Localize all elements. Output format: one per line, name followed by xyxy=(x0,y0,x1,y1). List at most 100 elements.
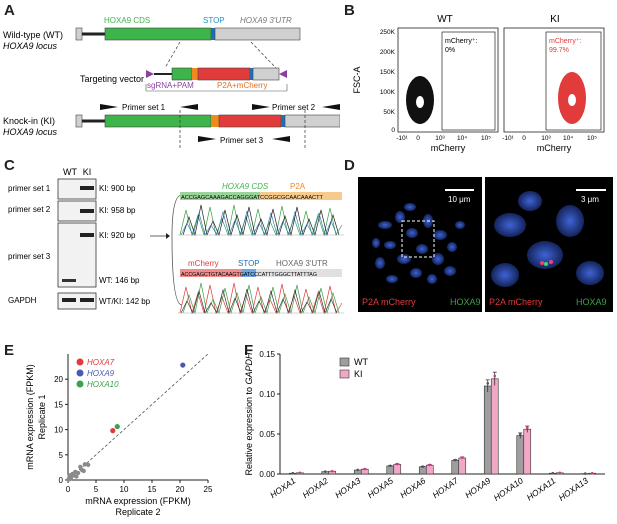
lane-wt: WT xyxy=(63,167,77,177)
gel-primer1 xyxy=(57,178,97,200)
replicate-dot xyxy=(518,433,522,436)
legend-label: HOXA10 xyxy=(87,380,119,389)
replicate-dot xyxy=(558,471,562,475)
legend-label: HOXA9 xyxy=(87,369,115,378)
bar-ki xyxy=(393,464,402,475)
primer3-label: Primer set 3 xyxy=(220,136,264,145)
seq2-stop-label: STOP xyxy=(238,259,260,268)
locus-diagram: Wild-type (WT) HOXA9 locus HOXA9 CDS STO… xyxy=(3,16,340,148)
y-tick-label: 20 xyxy=(54,375,63,384)
seq2-utr-label: HOXA9 3'UTR xyxy=(276,259,328,268)
bar-wt xyxy=(516,435,525,475)
replicate-dot xyxy=(525,426,529,430)
data-point xyxy=(85,462,91,468)
svg-text:-10¹: -10¹ xyxy=(502,135,514,142)
ki-title: KI xyxy=(550,14,559,25)
legend-label: HOXA7 xyxy=(87,358,115,367)
ki-gate xyxy=(545,31,602,131)
gel-primer3 xyxy=(57,222,97,288)
x-tick-label: 10 xyxy=(120,485,129,494)
x-tick-label: 20 xyxy=(176,485,185,494)
x-tick-label: HOXA7 xyxy=(431,475,461,500)
x-tick-label: 5 xyxy=(94,485,99,494)
panel-label: B xyxy=(344,2,355,19)
stop-label: STOP xyxy=(203,16,225,25)
y-ticks: 250K 200K 150K 100K 50K 0 xyxy=(380,29,396,134)
legend-marker xyxy=(76,380,84,388)
chromosome-spread xyxy=(372,203,465,284)
wt-locus-label: Wild-type (WT) xyxy=(3,30,63,40)
svg-text:10³: 10³ xyxy=(541,135,551,142)
y-axis-label: mRNA expression (FPKM) xyxy=(25,364,35,470)
row-primer1: primer set 1 xyxy=(8,184,51,193)
chromatogram-1b xyxy=(182,204,340,237)
band xyxy=(80,233,94,237)
red-signal xyxy=(540,261,544,265)
x-tick-label: HOXA6 xyxy=(398,475,428,500)
gel-and-sequencing: WT KI primer set 1 primer set 2 primer s… xyxy=(8,167,344,315)
svg-text:100K: 100K xyxy=(380,89,396,96)
guide-line xyxy=(164,41,181,69)
ki-cds xyxy=(104,114,212,128)
data-point-hoxa7 xyxy=(110,428,116,434)
y-tick-label: 0.10 xyxy=(259,390,275,399)
replicate-dot xyxy=(323,470,327,473)
legend-marker xyxy=(76,358,84,366)
replicate-dot xyxy=(453,458,457,462)
row-primer3: primer set 3 xyxy=(8,252,51,261)
ki-p2a xyxy=(211,115,219,127)
seq1-cds-label: HOXA9 CDS xyxy=(222,182,269,191)
scale-label: 3 μm xyxy=(581,195,599,204)
wt-exon-start xyxy=(75,27,83,41)
x-tick-label: 0 xyxy=(66,485,71,494)
ki-locus-gene: HOXA9 locus xyxy=(3,127,58,137)
x-axis-label-wt: mCherry xyxy=(431,143,466,153)
bracket xyxy=(171,194,183,306)
x-tick-label: 25 xyxy=(204,485,213,494)
chromatogram-1c xyxy=(180,210,338,236)
ki-population-core xyxy=(568,94,576,106)
x-axis-label-ki: mCherry xyxy=(537,143,572,153)
data-point xyxy=(75,470,81,476)
wt-population-core xyxy=(416,96,424,108)
svg-text:200K: 200K xyxy=(380,49,396,56)
primer3-rev xyxy=(272,136,290,142)
band-label: KI: 900 bp xyxy=(99,184,136,193)
left-green-label: HOXA9 xyxy=(450,297,481,307)
y-tick-label: 5 xyxy=(59,451,64,460)
bar-chart: 0.00 0.05 0.10 0.15 Relative expression to G… xyxy=(244,350,605,503)
utr-label: HOXA9 3'UTR xyxy=(240,16,292,25)
ki-exon-start xyxy=(75,114,83,128)
sgrna-right xyxy=(279,70,287,78)
replicate-dot xyxy=(421,465,425,468)
svg-text:10⁴: 10⁴ xyxy=(457,135,467,142)
vector-utr xyxy=(252,67,280,81)
red-signal xyxy=(549,260,553,264)
legend-label: KI xyxy=(354,369,363,379)
zoomed-chromosomes xyxy=(491,191,604,287)
wt-title: WT xyxy=(437,14,453,25)
band xyxy=(80,209,94,213)
data-point xyxy=(74,474,79,479)
primer1-label: Primer set 1 xyxy=(122,103,166,112)
band-label: KI: 958 bp xyxy=(99,206,136,215)
arrow-head xyxy=(166,233,170,239)
legend-swatch xyxy=(339,357,350,367)
scale-label: 10 μm xyxy=(448,195,471,204)
x-ticks-ki: -10¹ 0 10³ 10⁴ 10⁵ xyxy=(502,135,597,142)
diagonal-line xyxy=(67,353,209,481)
y-axis-label: Replicate 1 xyxy=(37,394,47,439)
svg-text:150K: 150K xyxy=(380,69,396,76)
svg-text:10⁵: 10⁵ xyxy=(587,135,597,142)
x-ticks-wt: -10¹ 0 10³ 10⁴ 10⁵ xyxy=(396,135,491,142)
bar-wt xyxy=(451,460,460,475)
replicate-dot xyxy=(330,469,334,473)
svg-text:0: 0 xyxy=(522,135,526,142)
y-tick-label: 0.05 xyxy=(259,430,275,439)
primer2-fwd xyxy=(252,104,270,110)
hoxa9-cds-label: HOXA9 CDS xyxy=(104,16,150,25)
replicate-dot xyxy=(551,471,555,475)
row-gapdh: GAPDH xyxy=(8,296,37,305)
y-axis-label: FSC-A xyxy=(352,67,362,94)
band xyxy=(62,298,76,302)
